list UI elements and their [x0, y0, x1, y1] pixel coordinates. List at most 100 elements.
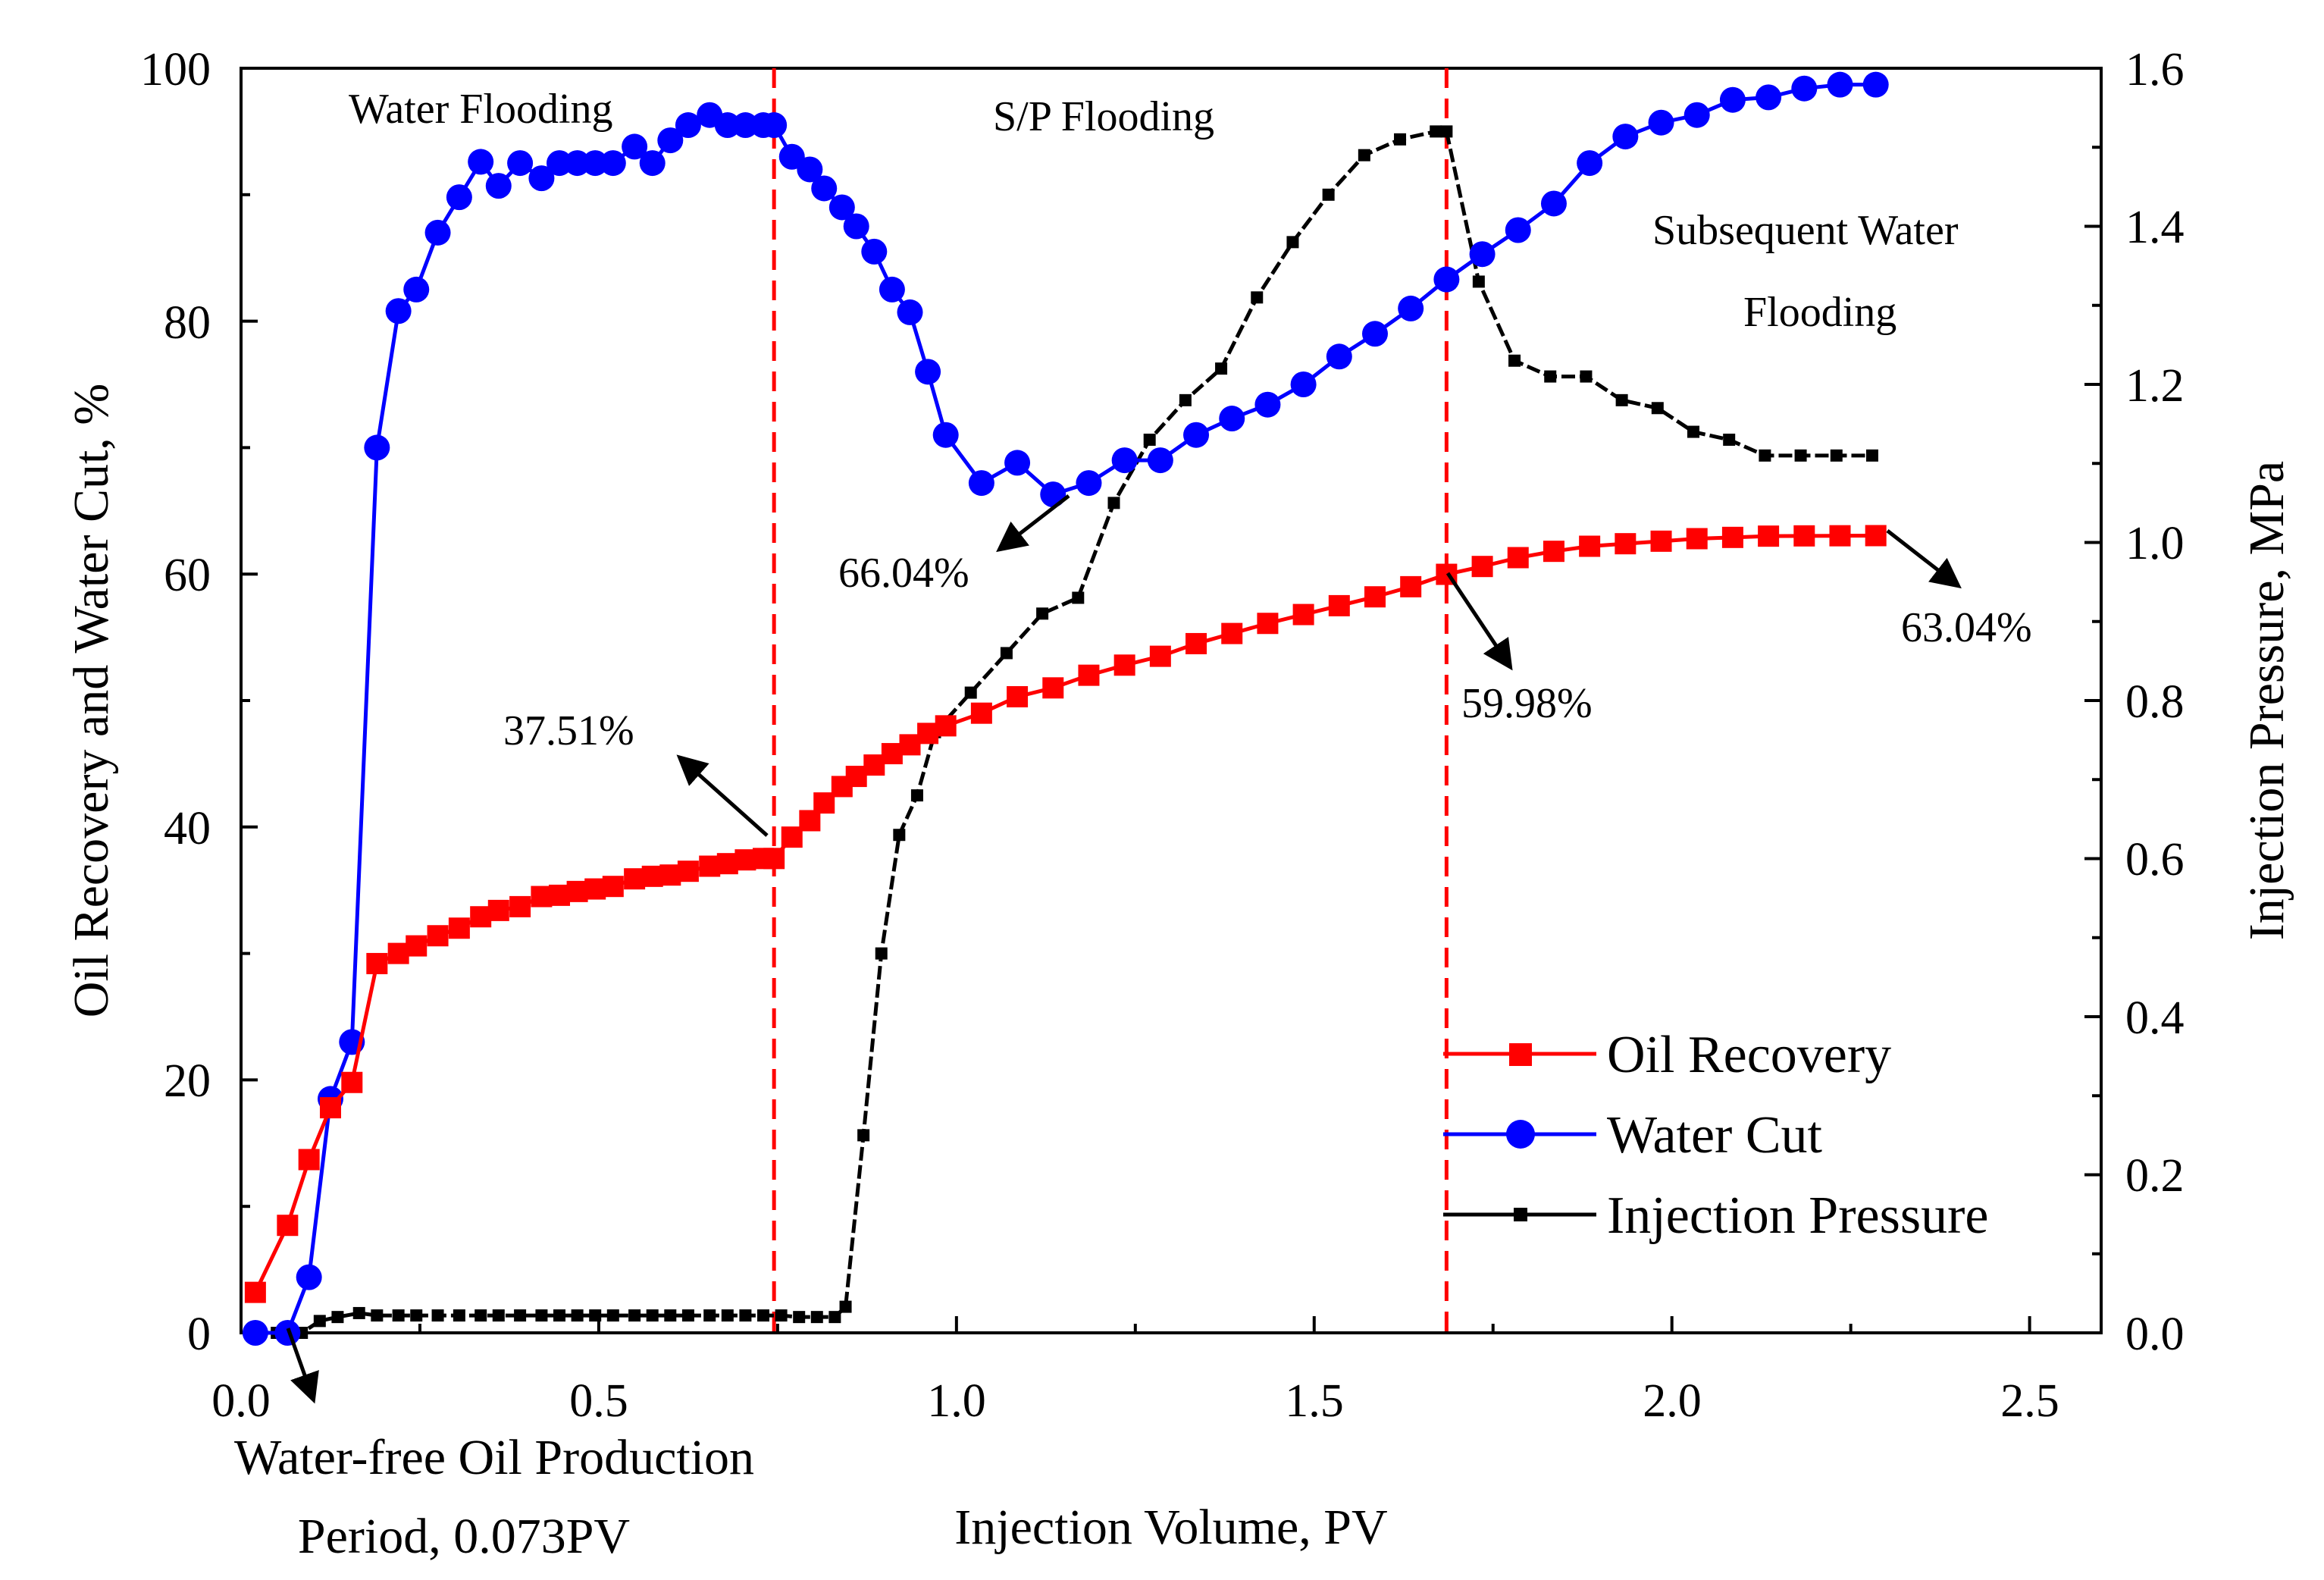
annotation-arrow — [1445, 572, 1513, 671]
data-point — [646, 1309, 659, 1322]
data-point — [602, 876, 624, 898]
data-point — [714, 112, 741, 139]
y2-tick-label: 0.6 — [2125, 834, 2185, 886]
data-point — [507, 150, 534, 177]
y2-tick-label: 1.4 — [2125, 202, 2185, 253]
data-point — [600, 150, 626, 177]
data-point — [677, 861, 699, 882]
data-point — [298, 1149, 320, 1171]
data-point — [799, 810, 821, 832]
data-point — [1290, 371, 1317, 397]
data-point — [448, 917, 470, 939]
data-point — [446, 184, 472, 211]
data-point — [1827, 71, 1853, 98]
data-point — [531, 886, 553, 908]
data-point — [1544, 370, 1557, 383]
data-point — [861, 238, 888, 265]
data-point — [1862, 71, 1889, 98]
annotation-63-04: 63.04% — [1901, 604, 2032, 651]
data-point — [624, 868, 646, 890]
data-point — [1183, 422, 1210, 448]
data-point — [1078, 664, 1100, 686]
data-point — [1723, 433, 1736, 446]
data-point — [716, 853, 738, 875]
data-point — [778, 143, 805, 170]
legend-marker-pressure — [1514, 1208, 1527, 1221]
data-point — [1756, 84, 1782, 111]
y-tick-label: 60 — [164, 550, 211, 601]
data-point — [810, 1311, 823, 1324]
data-point — [589, 1309, 602, 1322]
data-point — [1221, 622, 1243, 644]
region-label-flooding: Flooding — [1743, 289, 1896, 336]
x-tick-label: 0.5 — [569, 1375, 628, 1427]
data-point — [509, 895, 531, 917]
data-point — [352, 1306, 365, 1319]
data-point — [1007, 685, 1029, 707]
data-point — [793, 1311, 806, 1324]
y-tick-label: 40 — [164, 803, 211, 854]
data-point — [485, 173, 512, 199]
legend-marker-oil — [1509, 1043, 1532, 1066]
data-point — [1650, 530, 1672, 552]
annotation-water-free-1: Water-free Oil Production — [234, 1430, 754, 1485]
data-point — [571, 1309, 584, 1322]
data-point — [775, 1309, 788, 1322]
series-water-cut — [242, 71, 1889, 1346]
y2-tick-label: 1.6 — [2125, 44, 2185, 96]
data-point — [1107, 497, 1120, 509]
data-point — [797, 156, 823, 183]
data-point — [1185, 632, 1207, 654]
data-point — [244, 1281, 266, 1303]
data-point — [1469, 241, 1496, 268]
data-point — [1292, 603, 1314, 625]
data-point — [313, 1315, 326, 1328]
data-point — [1215, 362, 1228, 375]
data-point — [935, 715, 957, 737]
data-point — [875, 947, 888, 960]
data-point — [811, 175, 838, 202]
data-point — [1286, 236, 1299, 249]
data-point — [606, 1309, 619, 1322]
y2-tick-label: 1.0 — [2125, 518, 2185, 569]
y-tick-label: 80 — [164, 297, 211, 349]
data-point — [364, 434, 390, 461]
data-point — [1615, 393, 1628, 406]
data-point — [1793, 525, 1815, 547]
data-point — [1540, 190, 1567, 217]
data-point — [915, 359, 941, 385]
data-point — [431, 1309, 444, 1322]
data-point — [641, 865, 663, 887]
data-point — [881, 743, 903, 765]
data-point — [403, 276, 430, 303]
data-point — [970, 702, 992, 724]
data-point — [1433, 266, 1460, 293]
y-tick-label: 0 — [187, 1309, 211, 1360]
data-point — [366, 952, 388, 974]
y-axis-title: Oil Recovery and Water Cut, % — [64, 384, 119, 1018]
data-point — [1508, 354, 1521, 367]
data-point — [1686, 528, 1708, 550]
legend: Oil Recovery Water Cut Injection Pressur… — [1443, 1026, 1988, 1245]
data-point — [296, 1264, 322, 1290]
y2-axis-title: Injection Pressure, MPa — [2239, 461, 2294, 940]
data-point — [1472, 275, 1485, 288]
data-point — [1219, 406, 1245, 432]
data-point — [664, 1309, 677, 1322]
data-point — [897, 299, 923, 325]
data-point — [1543, 541, 1564, 563]
data-point — [1687, 425, 1700, 438]
data-point — [1471, 556, 1493, 578]
data-point — [392, 1309, 405, 1322]
legend-label-pressure: Injection Pressure — [1607, 1187, 1988, 1245]
data-point — [475, 1309, 487, 1322]
data-point — [863, 754, 885, 776]
legend-marker-water — [1506, 1120, 1535, 1149]
data-point — [1794, 449, 1807, 462]
data-point — [468, 149, 494, 175]
data-point — [274, 1320, 301, 1346]
data-point — [1322, 188, 1335, 201]
data-point — [453, 1309, 465, 1322]
x-tick-label: 0.0 — [211, 1375, 271, 1427]
